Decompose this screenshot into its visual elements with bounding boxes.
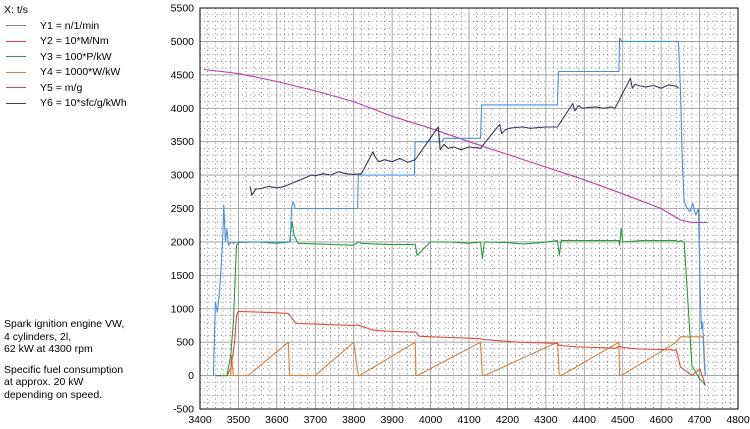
y-tick-label: 4500	[171, 69, 195, 81]
y-tick-label: 3500	[171, 136, 195, 148]
legend-swatch-y4	[6, 71, 26, 73]
x-tick-label: 4500	[611, 414, 635, 426]
x-tick-label: 4200	[496, 414, 520, 426]
y-tick-label: 1500	[171, 270, 195, 282]
series-line-y5	[203, 68, 708, 224]
y-tick-label: 4000	[171, 103, 195, 115]
legend-swatch-y2	[6, 40, 26, 42]
legend-swatch-y6	[6, 102, 26, 104]
legend-item-y2: Y2 = 10*M/Nm	[4, 34, 194, 50]
y-tick-label: -500	[173, 404, 194, 416]
x-tick-labels: 3400 3500 3600 3700 3800 3900 4000 4100 4200 4300…	[188, 414, 750, 426]
y-tick-label: 500	[176, 337, 194, 349]
y-tick-label: 5500	[171, 3, 195, 15]
y-tick-label: 0	[188, 370, 194, 382]
x-tick-label: 3500	[227, 414, 251, 426]
x-tick-label: 3800	[342, 414, 366, 426]
legend-item-y6: Y6 = 10*sfc/g/kWh	[4, 96, 194, 112]
x-tick-label: 4800	[726, 414, 750, 426]
series-line-y2	[215, 310, 706, 386]
x-tick-label: 4600	[649, 414, 673, 426]
legend-item-y3: Y3 = 100*P/kW	[4, 49, 194, 65]
x-tick-label: 4300	[534, 414, 558, 426]
series-layer	[203, 37, 708, 386]
y-tick-label: 2000	[171, 236, 195, 248]
x-tick-label: 3700	[304, 414, 328, 426]
chart-notes: Spark ignition engine VW, 4 cylinders, 2…	[4, 318, 194, 409]
series-line-y4	[215, 336, 706, 377]
legend-item-y4: Y4 = 1000*W/kW	[4, 65, 194, 81]
legend-label-y4: Y4 = 1000*W/kW	[40, 66, 121, 79]
engine-description: Spark ignition engine VW, 4 cylinders, 2…	[4, 318, 125, 355]
consumption-description: Specific fuel consumption at approx. 20 …	[4, 363, 124, 401]
y-tick-label: 1000	[171, 303, 195, 315]
x-tick-label: 3900	[380, 414, 404, 426]
series-line-y1	[212, 37, 706, 376]
series-line-y6	[249, 77, 679, 196]
x-tick-label: 4000	[419, 414, 443, 426]
legend-title: X: t/s	[4, 4, 28, 16]
x-tick-label: 4700	[688, 414, 712, 426]
legend-label-y3: Y3 = 100*P/kW	[40, 50, 112, 63]
legend-swatch-y1	[6, 25, 26, 27]
x-tick-label: 3600	[265, 414, 289, 426]
legend: X: t/s Y1 = n/1/min Y2 = 10*M/Nm Y3 = 10…	[4, 4, 194, 111]
legend-label-y2: Y2 = 10*M/Nm	[40, 35, 109, 48]
legend-swatch-y5	[6, 87, 26, 89]
y-tick-label: 3000	[171, 170, 195, 182]
x-tick-label: 3400	[188, 414, 212, 426]
legend-item-y5: Y5 = m/g	[4, 80, 194, 96]
legend-swatch-y3	[6, 56, 26, 58]
legend-item-y1: Y1 = n/1/min	[4, 18, 194, 34]
plot-frame	[199, 7, 739, 410]
y-tick-label: 5000	[171, 36, 195, 48]
x-tick-label: 4100	[457, 414, 481, 426]
legend-label-y5: Y5 = m/g	[40, 81, 83, 94]
y-tick-labels: -500 0 500 1000 1500 2000 2500 3000 3500 4000 4500…	[171, 3, 195, 416]
y-tick-label: 2500	[171, 203, 195, 215]
legend-label-y6: Y6 = 10*sfc/g/kWh	[40, 97, 127, 110]
legend-label-y1: Y1 = n/1/min	[40, 19, 100, 32]
x-tick-label: 4400	[573, 414, 597, 426]
